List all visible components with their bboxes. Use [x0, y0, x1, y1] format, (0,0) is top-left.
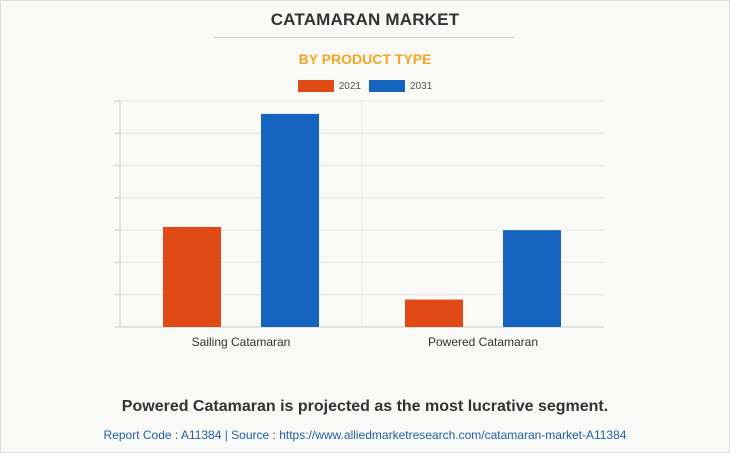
title-divider: [214, 37, 514, 38]
bar-2031-sailing-catamaran: [261, 113, 319, 328]
chart-title: CATAMARAN MARKET: [270, 10, 460, 29]
source-footer[interactable]: Report Code : A11384 | Source : https://…: [103, 428, 627, 442]
bar-2021-powered-catamaran: [405, 299, 463, 327]
bar-2031-powered-catamaran: [503, 230, 561, 327]
x-tick-label: Sailing Catamaran: [192, 335, 291, 349]
legend-swatch-2021: [297, 80, 334, 92]
legend-item-2021[interactable]: 2021: [297, 80, 361, 92]
legend-swatch-2031: [369, 80, 405, 92]
chart-subtitle: BY PRODUCT TYPE: [298, 51, 432, 67]
legend-label-2021: 2021: [338, 80, 361, 92]
legend-item-2031[interactable]: 2031: [369, 80, 432, 92]
chart-legend: 2021 2031: [0, 80, 730, 92]
x-tick-label: Powered Catamaran: [428, 335, 538, 349]
legend-label-2031: 2031: [410, 80, 433, 92]
bar-2021-sailing-catamaran: [163, 226, 221, 327]
conclusion-text: Powered Catamaran is projected as the mo…: [121, 398, 609, 415]
